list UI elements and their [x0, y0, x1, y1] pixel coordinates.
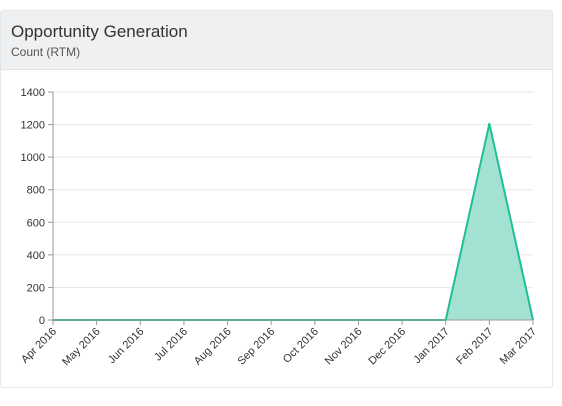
x-tick-label: Feb 2017 — [454, 326, 495, 367]
y-tick-label: 200 — [27, 282, 45, 294]
x-tick-label: Dec 2016 — [366, 326, 408, 368]
x-tick-label: Mar 2017 — [498, 326, 539, 367]
y-tick-label: 800 — [27, 185, 45, 197]
x-tick-label: Nov 2016 — [323, 326, 365, 368]
card-header: Opportunity Generation Count (RTM) — [1, 11, 552, 70]
x-tick-label: Jun 2016 — [106, 326, 146, 366]
x-tick-label: Jul 2016 — [152, 326, 190, 364]
y-tick-label: 400 — [27, 250, 45, 262]
chart-title: Opportunity Generation — [11, 22, 188, 41]
series-area — [53, 123, 533, 320]
x-tick-label: Jan 2017 — [411, 326, 451, 366]
x-tick-label: Sep 2016 — [236, 326, 278, 368]
chart-card: Opportunity Generation Count (RTM) — [0, 10, 553, 388]
y-tick-label: 600 — [27, 217, 45, 229]
x-tick-label: Apr 2016 — [19, 326, 59, 366]
y-tick-label: 1000 — [21, 152, 45, 164]
x-tick-label: Oct 2016 — [281, 326, 321, 366]
y-tick-label: 1400 — [21, 87, 45, 99]
chart-subtitle: Count (RTM) — [11, 45, 81, 59]
x-tick-label: Aug 2016 — [192, 326, 234, 368]
y-tick-label: 1200 — [21, 120, 45, 132]
y-tick-label: 0 — [39, 315, 45, 327]
x-tick-label: May 2016 — [60, 326, 103, 369]
